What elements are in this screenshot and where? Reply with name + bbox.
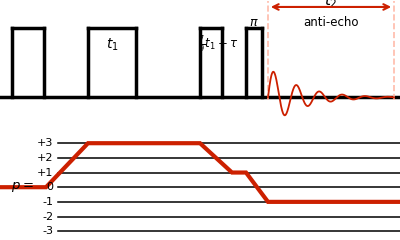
Text: anti-echo: anti-echo [304,16,359,29]
Text: $t_1$: $t_1$ [106,36,118,53]
Text: +2: +2 [37,153,53,163]
Text: $\pi$: $\pi$ [249,16,259,29]
Text: $t_2$: $t_2$ [324,0,338,10]
Text: $\frac{7}{9}t_1+\tau$: $\frac{7}{9}t_1+\tau$ [198,34,238,55]
Text: -3: -3 [42,226,53,236]
Text: +3: +3 [37,138,53,148]
Text: 0: 0 [46,182,53,192]
Text: +1: +1 [37,168,53,178]
Text: -2: -2 [42,211,53,222]
Text: -1: -1 [42,197,53,207]
Text: $p =$: $p =$ [11,180,34,194]
